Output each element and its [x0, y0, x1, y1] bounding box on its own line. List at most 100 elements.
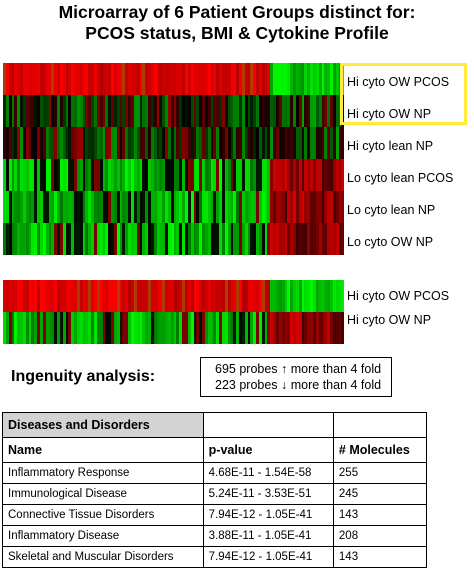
- heatmap-cell: [150, 312, 154, 344]
- heatmap-cell: [94, 280, 97, 312]
- heatmap-cell: [68, 63, 72, 95]
- heatmap-cell: [3, 280, 6, 312]
- heatmap-cell: [199, 223, 203, 255]
- heatmap-cell: [8, 223, 12, 255]
- heatmap-cell: [133, 63, 137, 95]
- heatmap-cell: [156, 280, 160, 312]
- heatmap-cell: [167, 223, 171, 255]
- heatmap-cell: [247, 191, 251, 223]
- heatmap-cell: [76, 127, 80, 159]
- heatmap-cell: [153, 312, 157, 344]
- heatmap-cell: [68, 159, 72, 191]
- heatmap-cell: [182, 223, 185, 255]
- heatmap-cell: [74, 191, 77, 223]
- heatmap-cell: [167, 63, 171, 95]
- heatmap-cell: [42, 191, 46, 223]
- heatmap-cell: [128, 127, 131, 159]
- heatmap-cell: [85, 312, 89, 344]
- heatmap-cell: [133, 159, 137, 191]
- heatmap-cell: [204, 191, 208, 223]
- heatmap-cell: [48, 223, 52, 255]
- heatmap-cell: [284, 280, 288, 312]
- heatmap-cell: [105, 223, 109, 255]
- cell-p-value: 5.24E-11 - 3.53E-51: [202, 483, 334, 505]
- heatmap-cell: [247, 223, 251, 255]
- heatmap-cell: [102, 223, 106, 255]
- heatmap-cell: [182, 95, 185, 127]
- heatmap-cell: [216, 127, 220, 159]
- heatmap-cell: [20, 223, 23, 255]
- heatmap-cell: [11, 95, 15, 127]
- heatmap-cell: [312, 63, 316, 95]
- heatmap-cell: [165, 159, 168, 191]
- heatmap-row: [3, 127, 344, 159]
- heatmap-cell: [173, 223, 177, 255]
- heatmap-cell: [102, 159, 106, 191]
- heatmap-cell: [264, 159, 268, 191]
- heatmap-cell: [338, 63, 342, 95]
- heatmap-cell: [330, 223, 333, 255]
- heatmap-cell: [213, 223, 217, 255]
- heatmap-cell: [318, 95, 322, 127]
- heatmap-cell: [295, 127, 299, 159]
- heatmap-cell: [108, 127, 112, 159]
- heatmap-cell: [196, 223, 200, 255]
- heatmap-cell: [196, 312, 200, 344]
- heatmap-cell: [42, 312, 46, 344]
- heatmap-cell: [261, 95, 265, 127]
- heatmap-cell: [253, 312, 257, 344]
- heatmap-cell: [307, 63, 311, 95]
- heatmap-cell: [341, 312, 344, 344]
- heatmap-cell: [185, 223, 188, 255]
- heatmap-cell: [79, 127, 83, 159]
- heatmap-cell: [111, 159, 114, 191]
- heatmap-cell: [20, 312, 23, 344]
- heatmap-cell: [105, 191, 109, 223]
- heatmap-cell: [85, 223, 89, 255]
- heatmap-cell: [68, 191, 72, 223]
- heatmap-cell: [102, 127, 106, 159]
- heatmap-cell: [315, 312, 319, 344]
- heatmap-cell: [310, 159, 313, 191]
- heatmap-cell: [273, 63, 276, 95]
- heatmap-cell: [99, 63, 103, 95]
- heatmap-cell: [122, 280, 126, 312]
- heatmap-cell: [148, 159, 151, 191]
- heatmap-cell: [250, 127, 254, 159]
- heatmap-cell: [34, 159, 38, 191]
- heatmap-cell: [176, 191, 180, 223]
- heatmap-cell: [187, 312, 191, 344]
- heatmap-cell: [287, 63, 291, 95]
- heatmap-cell: [204, 159, 208, 191]
- heatmap-cell: [167, 280, 171, 312]
- highlight-box: [340, 63, 467, 125]
- heatmap-cell: [179, 223, 183, 255]
- heatmap-cell: [130, 223, 134, 255]
- heatmap-cell: [28, 63, 32, 95]
- heatmap-cell: [330, 312, 333, 344]
- heatmap-cell: [261, 159, 265, 191]
- heatmap-cell: [244, 127, 248, 159]
- heatmap-cell: [304, 312, 308, 344]
- heatmap-cell: [74, 127, 77, 159]
- heatmap-cell: [45, 95, 49, 127]
- heatmap-cell: [156, 127, 160, 159]
- heatmap-cell: [170, 159, 174, 191]
- heatmap-cell: [221, 127, 225, 159]
- heatmap-cell: [125, 223, 129, 255]
- heatmap-cell: [278, 312, 282, 344]
- heatmap-cell: [88, 95, 92, 127]
- heatmap-cell: [290, 280, 294, 312]
- heatmap-cell: [224, 312, 228, 344]
- heatmap-cell: [159, 223, 163, 255]
- heatmap-cell: [221, 312, 225, 344]
- heatmap-cell: [224, 95, 228, 127]
- heatmap-cell: [37, 280, 40, 312]
- heatmap-cell: [187, 159, 191, 191]
- heatmap-cell: [59, 312, 63, 344]
- heatmap-cell: [85, 159, 89, 191]
- heatmap-cell: [5, 127, 9, 159]
- heatmap-row: [3, 280, 344, 312]
- heatmap-cell: [273, 223, 276, 255]
- heatmap-cell: [139, 159, 143, 191]
